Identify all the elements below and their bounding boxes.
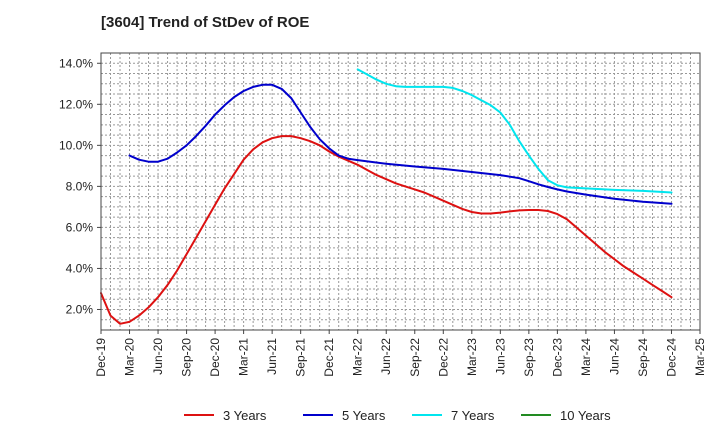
chart-title: [3604] Trend of StDev of ROE	[101, 14, 310, 31]
x-tick-label: Sep-22	[408, 338, 422, 377]
x-tick-label: Sep-23	[522, 338, 536, 377]
legend-label-7-years: 7 Years	[451, 408, 495, 423]
y-tick-label: 4.0%	[66, 261, 94, 275]
y-tick-label: 8.0%	[66, 179, 94, 193]
x-tick-label: Sep-20	[180, 338, 194, 377]
legend-label-10-years: 10 Years	[560, 408, 611, 423]
series-line-5-years	[128, 83, 673, 205]
x-tick-label: Dec-21	[322, 338, 336, 377]
x-tick-label: Jun-24	[607, 338, 621, 375]
x-tick-label: Jun-23	[493, 338, 507, 375]
x-tick-label: Dec-23	[550, 338, 564, 377]
series-layer	[100, 68, 673, 325]
y-tick-label: 10.0%	[59, 138, 93, 152]
series-line-7-years	[356, 68, 673, 194]
x-tick-label: Jun-20	[151, 338, 165, 375]
legend-label-3-years: 3 Years	[223, 408, 267, 423]
y-tick-label: 12.0%	[59, 97, 93, 111]
grid-layer	[101, 52, 700, 330]
x-tick-label: Dec-22	[436, 338, 450, 377]
x-tick-label: Dec-19	[94, 338, 108, 377]
y-tick-label: 14.0%	[59, 56, 93, 70]
x-axis: Dec-19 Mar-20 Jun-20 Sep-20 Dec-20 Mar-21 Jun-…	[94, 330, 707, 377]
x-tick-label: Mar-21	[237, 338, 251, 376]
x-tick-label: Dec-20	[208, 338, 222, 377]
legend: 3 Years 5 Years 7 Years 10 Years	[184, 408, 611, 423]
x-tick-label: Mar-25	[693, 338, 707, 376]
x-tick-label: Mar-23	[465, 338, 479, 376]
y-tick-label: 6.0%	[66, 220, 94, 234]
y-axis: 2.0% 4.0% 6.0% 8.0% 10.0% 12.0% 14.0%	[59, 56, 101, 316]
x-tick-label: Sep-24	[636, 338, 650, 377]
legend-label-5-years: 5 Years	[342, 408, 386, 423]
y-tick-label: 2.0%	[66, 302, 94, 316]
series-line-3-years	[100, 135, 673, 325]
x-tick-label: Sep-21	[294, 338, 308, 377]
x-tick-label: Dec-24	[664, 338, 678, 377]
x-tick-label: Mar-22	[351, 338, 365, 376]
x-tick-label: Jun-21	[265, 338, 279, 375]
plot-frame	[100, 52, 701, 331]
x-tick-label: Mar-20	[123, 338, 137, 376]
x-tick-label: Mar-24	[579, 338, 593, 376]
x-tick-label: Jun-22	[379, 338, 393, 375]
